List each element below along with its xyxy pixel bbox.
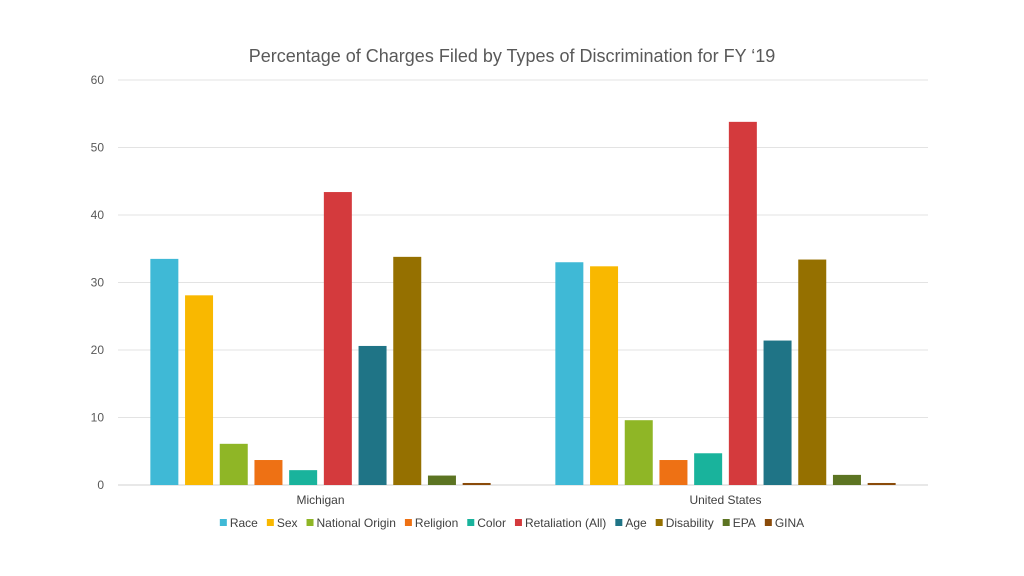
bar-age-michigan [358, 345, 387, 485]
legend-item: Disability [655, 516, 714, 530]
bar-age-united-states [763, 340, 792, 485]
category-labels: Michigan United States [296, 493, 761, 507]
bar-epa-united-states [832, 474, 861, 486]
bar-race-united-states [555, 262, 584, 485]
legend-item: National Origin [306, 516, 396, 530]
bar-color-michigan [289, 470, 318, 485]
bar-disability-united-states [798, 259, 827, 485]
legend-label: GINA [775, 516, 804, 530]
legend-swatch [764, 519, 772, 526]
y-axis-ticks: 0 10 20 30 40 50 60 [91, 73, 105, 492]
legend-item: Religion [404, 516, 458, 530]
legend-swatch [219, 519, 227, 526]
bar-sex-michigan [185, 295, 214, 485]
legend-label: Race [230, 516, 258, 530]
legend-swatch [655, 519, 663, 526]
legend-swatch [404, 519, 412, 526]
bar-gina-united-states [867, 482, 896, 485]
grid-layer [118, 79, 928, 486]
legend-item: EPA [722, 516, 756, 530]
legend-item: Sex [266, 516, 298, 530]
bars [150, 121, 896, 486]
legend-swatch [467, 519, 475, 526]
legend-swatch [514, 519, 522, 526]
category-label: United States [689, 493, 761, 507]
y-tick-label: 0 [97, 478, 104, 492]
legend-label: EPA [733, 516, 756, 530]
legend-label: Disability [666, 516, 714, 530]
legend-label: Religion [415, 516, 458, 530]
legend-item: Age [615, 516, 647, 530]
bar-gina-michigan [462, 482, 491, 485]
bar-national-origin-michigan [219, 443, 248, 485]
legend-label: Age [625, 516, 647, 530]
bar-retaliation-all-united-states [728, 121, 757, 485]
bar-national-origin-united-states [624, 420, 653, 485]
legend-label: National Origin [317, 516, 396, 530]
bar-epa-michigan [427, 475, 456, 485]
bar-race-michigan [150, 258, 179, 486]
category-label: Michigan [296, 493, 344, 507]
y-tick-label: 20 [91, 343, 105, 357]
legend-label: Retaliation (All) [525, 516, 606, 530]
bar-religion-michigan [254, 460, 283, 485]
legend-swatch [306, 519, 314, 526]
bar-disability-michigan [393, 256, 422, 485]
chart-title: Percentage of Charges Filed by Types of … [249, 46, 776, 66]
legend-item: Color [467, 516, 506, 530]
legend-label: Sex [277, 516, 298, 530]
bar-color-united-states [694, 453, 723, 485]
legend-swatch [266, 519, 274, 526]
y-tick-label: 10 [91, 411, 105, 425]
bar-religion-united-states [659, 460, 688, 485]
legend-label: Color [477, 516, 506, 530]
legend-swatch [722, 519, 730, 526]
bar-sex-united-states [590, 266, 619, 485]
y-tick-label: 50 [91, 141, 105, 155]
y-tick-label: 40 [91, 208, 105, 222]
y-tick-label: 30 [91, 276, 105, 290]
legend-item: GINA [764, 516, 804, 530]
y-tick-label: 60 [91, 73, 105, 87]
bar-retaliation-all-michigan [323, 192, 352, 486]
legend-item: Retaliation (All) [514, 516, 606, 530]
legend: Race Sex National Origin Religion Color Retal… [219, 516, 804, 530]
legend-item: Race [219, 516, 258, 530]
legend-swatch [615, 519, 623, 526]
